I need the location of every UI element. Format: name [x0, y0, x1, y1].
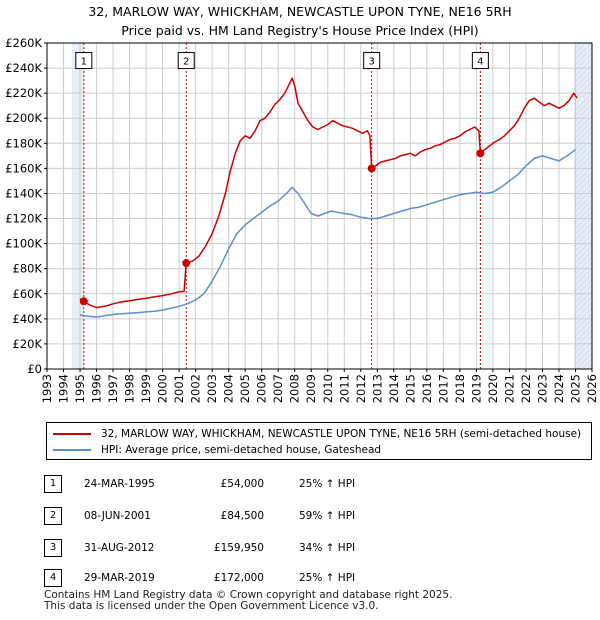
x-tick-label: 2012	[354, 374, 368, 403]
x-tick-label: 2026	[585, 374, 599, 403]
y-tick-label: £160K	[5, 161, 42, 175]
x-tick-label: 2005	[238, 374, 252, 403]
sale-marker-box	[75, 52, 93, 70]
forecast-hatch	[574, 43, 592, 369]
x-tick-label: 2008	[288, 374, 302, 403]
x-tick-label: 2003	[205, 374, 219, 403]
sale-hpi: 25% ↑ HPI	[299, 478, 356, 490]
sale-number: 2	[44, 507, 62, 525]
sale-point	[367, 164, 376, 173]
sale-marker-label: 1	[81, 57, 87, 68]
legend-label-property: 32, MARLOW WAY, WHICKHAM, NEWCASTLE UPON…	[101, 428, 582, 440]
x-tick-label: 2000	[156, 374, 170, 403]
sale-marker-label: 3	[369, 57, 375, 68]
x-tick-label: 2022	[519, 374, 533, 403]
x-tick-label: 1998	[123, 374, 137, 403]
sale-hpi: 34% ↑ HPI	[299, 542, 356, 554]
x-tick-label: 1995	[73, 374, 87, 403]
x-tick-label: 2013	[370, 374, 384, 403]
sale-price: £84,500	[220, 510, 264, 522]
x-tick-label: 1999	[139, 374, 153, 403]
sale-hpi: 59% ↑ HPI	[299, 510, 356, 522]
x-tick-label: 1994	[57, 374, 71, 403]
y-tick-label: £120K	[5, 212, 42, 226]
y-tick-label: £60K	[13, 287, 43, 301]
chart-title: 32, MARLOW WAY, WHICKHAM, NEWCASTLE UPON…	[0, 2, 600, 40]
x-tick-label: 2021	[502, 374, 516, 403]
sale-marker-label: 4	[477, 57, 483, 68]
legend-swatch-hpi	[53, 449, 91, 451]
legend-item-property: 32, MARLOW WAY, WHICKHAM, NEWCASTLE UPON…	[53, 426, 581, 442]
price-chart: 1 2 3 4 £0 £20K £40K £60K £80K £100K £120K £140K £1…	[5, 36, 599, 403]
sale-date: 24-MAR-1995	[84, 478, 155, 490]
x-tick-label: 2004	[222, 374, 236, 403]
x-tick-label: 2025	[568, 374, 582, 403]
x-tick-label: 1993	[40, 374, 54, 403]
footer-line-2: This data is licensed under the Open Gov…	[44, 600, 379, 612]
x-tick-label: 2007	[271, 374, 285, 403]
y-tick-label: £40K	[13, 312, 43, 326]
legend-item-hpi: HPI: Average price, semi-detached house,…	[53, 442, 381, 458]
sale-number: 3	[44, 539, 62, 557]
sale-point	[476, 149, 485, 158]
sale-number: 4	[44, 569, 62, 587]
y-tick-label: £100K	[5, 237, 42, 251]
sale-marker-label: 2	[183, 57, 189, 68]
x-tick-label: 2017	[436, 374, 450, 403]
y-tick-label: £140K	[5, 186, 42, 200]
x-tick-label: 1996	[90, 374, 104, 403]
plot-frame	[46, 42, 593, 370]
sale-price: £54,000	[220, 478, 264, 490]
sale-date: 31-AUG-2012	[84, 542, 155, 554]
sale-marker-box	[363, 52, 381, 70]
sale-hpi: 25% ↑ HPI	[299, 572, 356, 584]
sale-number: 1	[44, 475, 62, 493]
y-tick-label: £20K	[13, 337, 43, 351]
legend: 32, MARLOW WAY, WHICKHAM, NEWCASTLE UPON…	[46, 422, 592, 460]
y-tick-label: £260K	[5, 36, 42, 50]
x-tick-label: 1997	[106, 374, 120, 403]
x-tick-label: 2002	[189, 374, 203, 403]
sale-price: £159,950	[213, 542, 264, 554]
x-tick-label: 2006	[255, 374, 269, 403]
x-tick-label: 2020	[486, 374, 500, 403]
x-tick-label: 2023	[535, 374, 549, 403]
sale-point	[182, 259, 191, 268]
plot-background	[47, 43, 592, 369]
x-tick-label: 2014	[387, 374, 401, 403]
y-tick-label: £180K	[5, 136, 42, 150]
legend-swatch-property	[53, 433, 91, 435]
title-line-2: Price paid vs. HM Land Registry's House …	[121, 23, 479, 38]
legend-label-hpi: HPI: Average price, semi-detached house,…	[101, 444, 382, 456]
x-tick-label: 2001	[172, 374, 186, 403]
hpi-series-line	[79, 148, 576, 318]
y-tick-label: £240K	[5, 61, 42, 75]
y-tick-label: £200K	[5, 111, 42, 125]
sale-marker-box	[471, 52, 489, 70]
sale-date: 08-JUN-2001	[84, 510, 151, 522]
sale-marker-box	[177, 52, 195, 70]
sale-price: £172,000	[213, 572, 264, 584]
y-tick-label: £80K	[13, 262, 43, 276]
x-tick-label: 2010	[321, 374, 335, 403]
x-tick-label: 2019	[469, 374, 483, 403]
sale-date: 29-MAR-2019	[84, 572, 155, 584]
sale-point	[79, 297, 88, 306]
y-tick-label: £0	[27, 362, 42, 376]
x-tick-label: 2009	[304, 374, 318, 403]
x-tick-label: 2024	[552, 374, 566, 403]
title-line-1: 32, MARLOW WAY, WHICKHAM, NEWCASTLE UPON…	[88, 4, 512, 19]
x-tick-label: 2011	[337, 374, 351, 403]
x-tick-label: 2018	[453, 374, 467, 403]
shaded-range	[71, 43, 84, 369]
y-tick-label: £220K	[5, 86, 42, 100]
footer: Contains HM Land Registry data © Crown c…	[44, 590, 452, 612]
footer-line-1: Contains HM Land Registry data © Crown c…	[44, 589, 453, 601]
x-tick-label: 2015	[403, 374, 417, 403]
property-series-line	[79, 77, 578, 309]
x-tick-label: 2016	[420, 374, 434, 403]
